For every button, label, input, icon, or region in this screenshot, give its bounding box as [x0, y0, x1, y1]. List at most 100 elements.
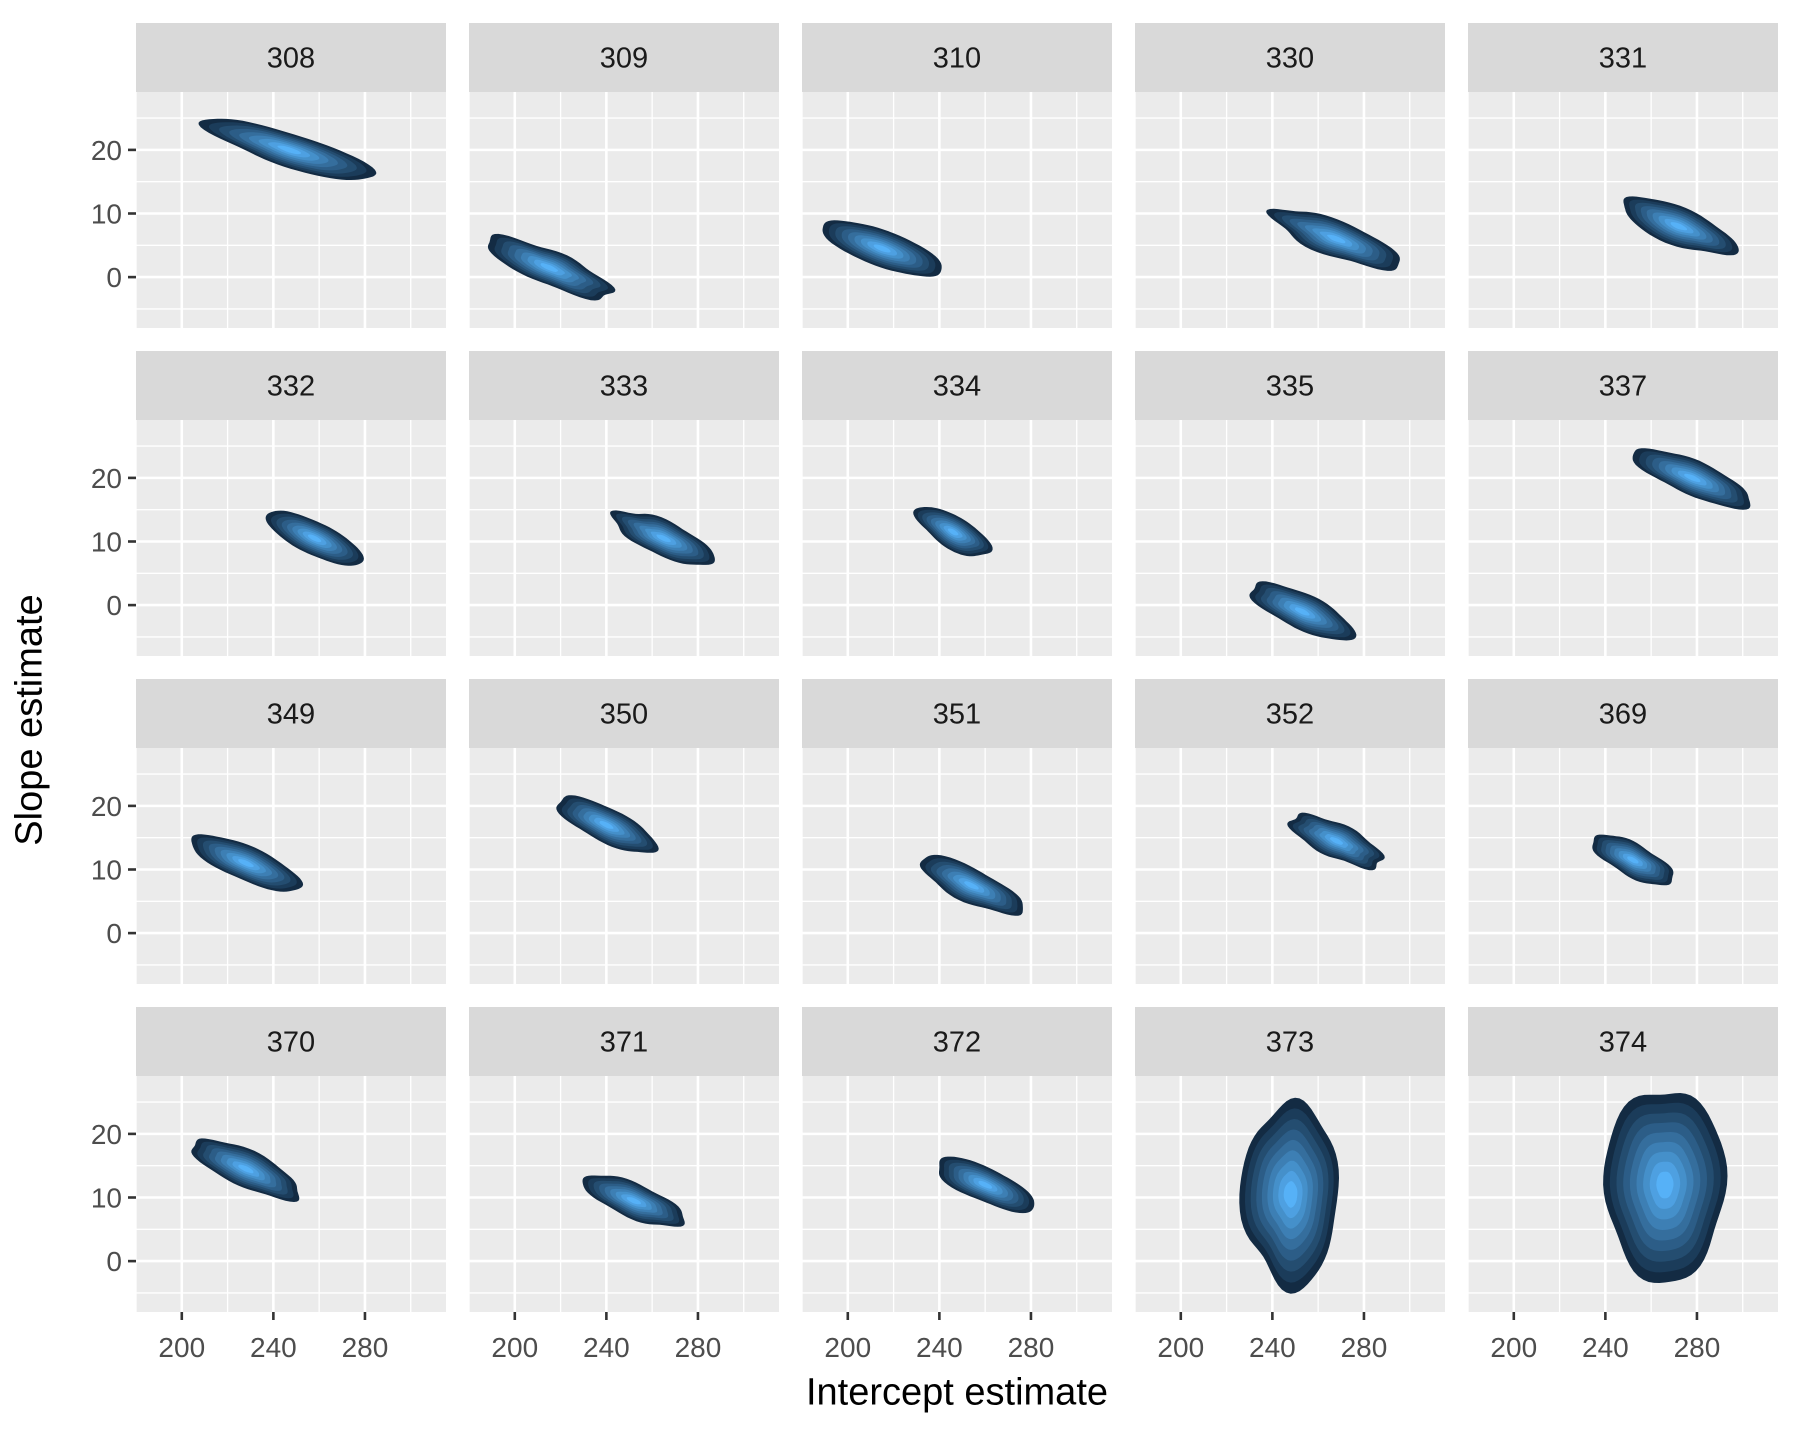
density-contours [1603, 1093, 1728, 1283]
density-band [1684, 473, 1701, 483]
x-tick-label: 200 [1157, 1332, 1204, 1363]
y-tick-label: 20 [91, 791, 122, 822]
facet-panel-335: 335 [1135, 351, 1445, 656]
facet-strip-label: 352 [1266, 699, 1314, 731]
gridlines [802, 1076, 1112, 1312]
facet-panel-310: 310 [802, 23, 1112, 328]
density-contours [556, 795, 659, 853]
x-tick-label: 240 [916, 1332, 963, 1363]
x-tick-label: 240 [1249, 1332, 1296, 1363]
facet-panel-309: 309 [469, 23, 779, 328]
gridlines [136, 748, 446, 984]
density-band [238, 1164, 254, 1174]
gridlines [802, 92, 1112, 328]
density-band [238, 859, 254, 868]
facet-strip [469, 351, 779, 420]
y-tick-label: 0 [106, 590, 122, 621]
facet-panel-334: 334 [802, 351, 1112, 656]
facet-strip-label: 351 [933, 699, 981, 731]
facet-panel-371: 371 200 240 280 [469, 1007, 779, 1363]
x-tick-label: 240 [250, 1332, 297, 1363]
facet-strip [469, 23, 779, 92]
facet-strip [1468, 23, 1778, 92]
x-tick-label: 240 [1582, 1332, 1629, 1363]
density-contours [610, 510, 715, 565]
facet-strip [1135, 1007, 1445, 1076]
density-contours [265, 510, 364, 566]
panel-background [1135, 92, 1445, 328]
density-contours [1287, 812, 1385, 871]
y-tick-label: 10 [91, 198, 122, 229]
density-band [540, 263, 558, 272]
facet-strip [1468, 1007, 1778, 1076]
density-contours [1266, 208, 1400, 271]
panel-background [802, 92, 1112, 328]
y-tick-label: 10 [91, 526, 122, 557]
facet-panel-352: 352 [1135, 679, 1445, 984]
panel-background [1468, 92, 1778, 328]
gridlines [802, 420, 1112, 656]
density-band [1283, 1181, 1298, 1208]
facet-strip-label: 333 [600, 371, 648, 403]
panel-background [802, 1076, 1112, 1312]
facet-panel-332: 332 0 10 20 [91, 351, 446, 656]
facet-strip-label: 373 [1266, 1027, 1314, 1059]
x-tick-label: 280 [1341, 1332, 1388, 1363]
facet-strip [469, 679, 779, 748]
facet-strip-label: 370 [267, 1027, 315, 1059]
facet-panel-374: 374 200 240 280 [1468, 1007, 1778, 1363]
gridlines [469, 748, 779, 984]
density-contours [1632, 448, 1751, 510]
facet-strip [1135, 351, 1445, 420]
x-tick-label: 280 [1008, 1332, 1055, 1363]
density-contours [487, 233, 616, 301]
gridlines [136, 92, 446, 328]
y-tick-label: 10 [91, 1182, 122, 1213]
density-contours [1249, 581, 1357, 641]
facet-strip-label: 337 [1599, 371, 1647, 403]
gridlines [469, 420, 779, 656]
x-tick-label: 280 [1674, 1332, 1721, 1363]
density-contours [919, 854, 1023, 916]
panel-background [136, 92, 446, 328]
facet-panel-333: 333 [469, 351, 779, 656]
facet-panel-349: 349 0 10 20 [91, 679, 446, 984]
facet-panel-308: 308 0 10 20 [91, 23, 446, 328]
density-contours [822, 220, 942, 277]
density-band [964, 881, 979, 890]
y-tick-label: 20 [91, 463, 122, 494]
panel-background [469, 748, 779, 984]
facet-strip-label: 308 [267, 43, 315, 75]
y-tick-label: 20 [91, 1119, 122, 1150]
density-band [626, 1197, 641, 1205]
density-band [1329, 837, 1344, 845]
facet-strip-label: 372 [933, 1027, 981, 1059]
y-tick-label: 0 [106, 918, 122, 949]
density-contours [1623, 196, 1739, 256]
facet-strip-label: 369 [1599, 699, 1647, 731]
x-tick-label: 200 [491, 1332, 538, 1363]
facet-strip-label: 332 [267, 371, 315, 403]
density-contours [1239, 1097, 1339, 1294]
facet-panel-370: 370 0 10 20 200 240 280 [91, 1007, 446, 1363]
gridlines [1135, 748, 1445, 984]
facet-strip-label: 331 [1599, 43, 1647, 75]
y-tick-label: 0 [106, 262, 122, 293]
density-band [1294, 607, 1310, 616]
panel-background [469, 92, 779, 328]
y-tick-label: 0 [106, 1246, 122, 1277]
facet-panel-369: 369 [1468, 679, 1778, 984]
gridlines [1135, 420, 1445, 656]
facet-panel-350: 350 [469, 679, 779, 984]
facet-strip-label: 309 [600, 43, 648, 75]
panel-background [136, 748, 446, 984]
facet-strip-label: 335 [1266, 371, 1314, 403]
y-axis-title: Slope estimate [8, 594, 51, 846]
facet-strip [136, 679, 446, 748]
gridlines [136, 1076, 446, 1312]
facet-strip-label: 330 [1266, 43, 1314, 75]
density-band [947, 528, 959, 536]
facet-panel-372: 372 200 240 280 [802, 1007, 1112, 1363]
facet-strip [802, 1007, 1112, 1076]
density-band [978, 1180, 993, 1189]
